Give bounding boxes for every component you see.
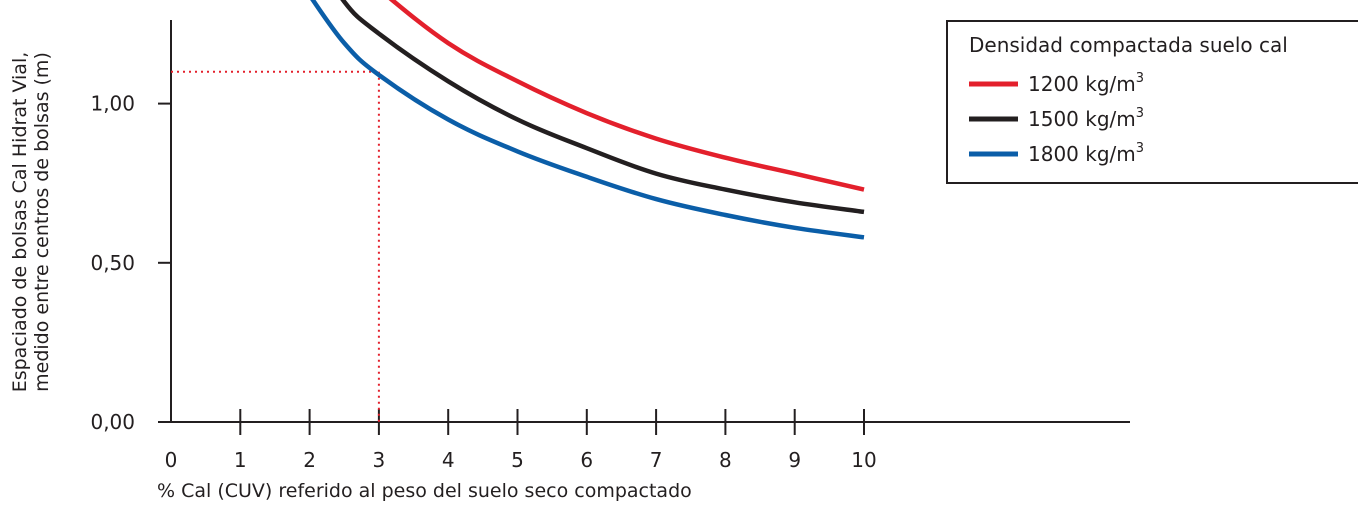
y-axis-title-line: Espaciado de bolsas Cal Hidrat Vial, [9, 52, 31, 393]
legend-label-unit: kg/m [1079, 72, 1136, 96]
x-axis-title: % Cal (CUV) referido al peso del suelo s… [157, 480, 692, 502]
y-tick-label: 0,00 [90, 410, 135, 434]
series-line-1500 [340, 0, 865, 215]
y-axis-title: Espaciado de bolsas Cal Hidrat Vial, medi… [9, 52, 53, 393]
reference-lines [171, 70, 380, 422]
x-tick-label: 5 [511, 448, 524, 472]
x-tick-label: 6 [580, 448, 593, 472]
legend-label: 1200 kg/m3 [1028, 71, 1144, 96]
legend-label-value: 1500 [1028, 107, 1079, 131]
axes: 0,000,501,001,502,002,50012345678910 [90, 20, 1130, 472]
legend-label: 1500 kg/m3 [1028, 106, 1144, 131]
y-tick-label: 0,50 [90, 251, 135, 275]
x-tick-label: 0 [165, 448, 178, 472]
legend-title: Densidad compactada suelo cal [969, 33, 1288, 57]
x-tick-label: 1 [234, 448, 247, 472]
series-line-1800 [310, 0, 865, 240]
legend-label-sup: 3 [1136, 141, 1144, 156]
legend-label-sup: 3 [1136, 106, 1144, 121]
x-tick-label: 3 [373, 448, 386, 472]
x-axis-title: % Cal (CUV) referido al peso del suelo s… [157, 480, 692, 502]
x-tick-label: 2 [303, 448, 316, 472]
series-line-1200 [388, 0, 865, 192]
x-tick-label: 4 [442, 448, 455, 472]
x-tick-label: 10 [851, 448, 876, 472]
legend-label: 1800 kg/m3 [1028, 141, 1144, 166]
legend-label-unit: kg/m [1079, 142, 1136, 166]
series-group [310, 0, 865, 240]
y-axis-title-line: medido entre centros de bolsas (m) [31, 52, 53, 392]
x-tick-label: 9 [788, 448, 801, 472]
x-tick-label: 8 [719, 448, 732, 472]
legend-label-value: 1200 [1028, 72, 1079, 96]
legend-label-sup: 3 [1136, 71, 1144, 86]
legend-label-value: 1800 [1028, 142, 1079, 166]
legend-label-unit: kg/m [1079, 107, 1136, 131]
x-tick-label: 7 [650, 448, 663, 472]
y-tick-label: 1,00 [90, 92, 135, 116]
